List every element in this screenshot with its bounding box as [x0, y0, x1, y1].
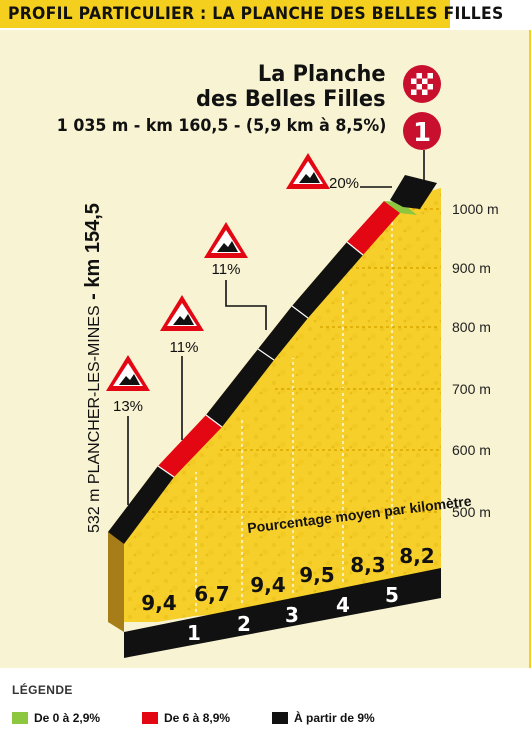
- start-km: km 154,5: [82, 203, 104, 288]
- summit-name: La Planche des Belles Filles: [196, 62, 386, 112]
- segment-km1-red: [158, 415, 222, 477]
- legend-item-low: De 0 à 2,9%: [12, 711, 100, 725]
- altitude-tick-label: 800 m: [452, 319, 491, 335]
- profile-base: [124, 568, 441, 658]
- km-marker: 1: [187, 621, 201, 645]
- segment-km5: [347, 201, 400, 255]
- km-gradient-label: 8,3: [350, 553, 385, 577]
- altitude-tick-label: 500 m: [452, 504, 491, 520]
- profile-title: PROFIL PARTICULIER : LA PLANCHE DES BELL…: [8, 4, 504, 24]
- gradient-pointers: [127, 150, 425, 505]
- km-gradient-label: 6,7: [194, 582, 229, 606]
- warning-triangle-icon: [286, 153, 330, 189]
- legend-label: À partir de 9%: [294, 711, 375, 725]
- km-marker: 5: [385, 583, 399, 607]
- warning-triangle-icon: [204, 222, 248, 258]
- legend-swatch: [142, 712, 158, 724]
- finish-flag-icon: [403, 65, 441, 103]
- summit-name-line1: La Planche: [258, 62, 386, 87]
- max-gradient-label: 11%: [212, 261, 241, 278]
- legend-item-high: À partir de 9%: [272, 711, 375, 725]
- profile-left-side: [108, 532, 124, 632]
- warning-triangle-icon: [106, 355, 150, 391]
- max-gradient-label: 13%: [113, 398, 143, 415]
- legend-title: LÉGENDE: [12, 683, 73, 697]
- km-gradient-label: 9,5: [299, 563, 334, 587]
- altitude-tick-label: 700 m: [452, 381, 491, 397]
- segment-km3: [258, 306, 308, 360]
- km-marker: 3: [285, 603, 299, 627]
- start-separator: -: [82, 287, 104, 306]
- summit-info: 1 035 m - km 160,5 - (5,9 km à 8,5%): [56, 116, 386, 136]
- start-label: 532 m PLANCHER-LES-MINES - km 154,5: [82, 203, 105, 533]
- segment-dividers: [157, 465, 175, 478]
- profile-face: [108, 188, 441, 622]
- altitude-tick-label: 1000 m: [452, 201, 499, 217]
- summit-name-line2: des Belles Filles: [196, 87, 386, 112]
- segment-km4: [292, 242, 363, 318]
- climb-category-number: 1: [413, 118, 431, 148]
- climb-category-badge: 1: [403, 112, 441, 150]
- header-band: [0, 0, 450, 28]
- warning-triangle-icon: [160, 295, 204, 331]
- segment-green: [384, 201, 417, 215]
- km-gradient-label: 8,2: [399, 544, 434, 568]
- header: PROFIL PARTICULIER : LA PLANCHE DES BELL…: [0, 0, 531, 30]
- km-gradient-label: 9,4: [141, 591, 176, 615]
- max-gradient-label: 20%: [329, 175, 359, 192]
- segment-km2: [206, 349, 274, 427]
- start-altitude: 532 m PLANCHER-LES-MINES: [86, 305, 103, 533]
- legend-item-medium: De 6 à 8,9%: [142, 711, 230, 725]
- km-marker: 2: [237, 612, 251, 636]
- segment-final: [390, 175, 437, 209]
- legend-swatch: [12, 712, 28, 724]
- km-gradient-label: 9,4: [250, 573, 285, 597]
- max-gradient-label: 11%: [170, 339, 199, 356]
- legend-label: De 6 à 8,9%: [164, 711, 231, 725]
- altitude-tick-label: 600 m: [452, 442, 491, 458]
- segment-km1: [108, 466, 174, 544]
- legend-swatch: [272, 712, 288, 724]
- steep-warning-icons: [106, 153, 330, 391]
- altitude-tick-label: 900 m: [452, 260, 491, 276]
- km-marker: 4: [336, 593, 350, 617]
- legend-label: De 0 à 2,9%: [34, 711, 101, 725]
